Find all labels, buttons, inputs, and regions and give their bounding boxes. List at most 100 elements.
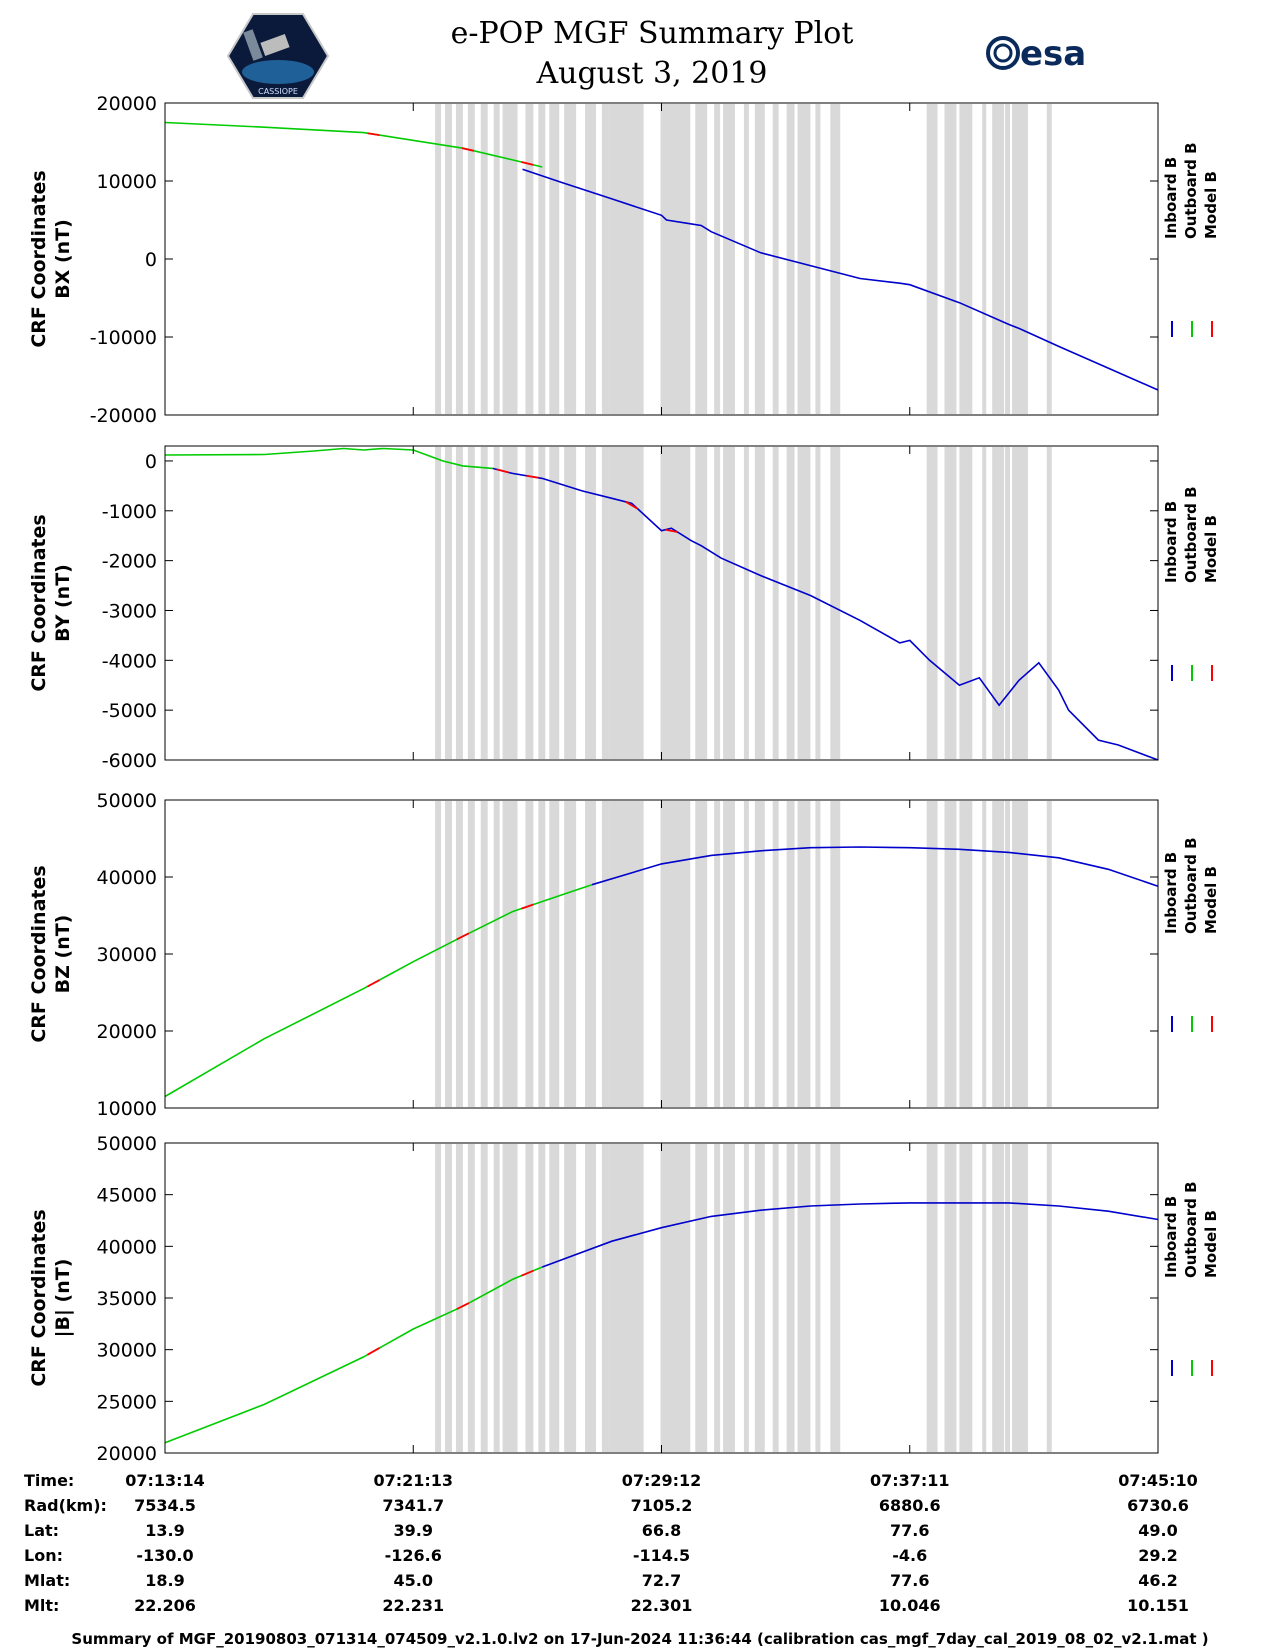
- data-gap-band: [1012, 1144, 1028, 1452]
- data-gap-band: [445, 1144, 452, 1452]
- data-gap-band: [435, 447, 442, 759]
- data-gap-band: [754, 447, 765, 759]
- data-gap-band: [467, 1144, 475, 1452]
- y-tick-label: 0: [145, 451, 157, 473]
- data-gap-band: [493, 1144, 500, 1452]
- info-value: 77.6: [890, 1521, 929, 1540]
- data-gap-band: [992, 801, 1005, 1107]
- data-gap-band: [538, 801, 546, 1107]
- data-gap-band: [926, 1144, 938, 1452]
- data-gap-band: [714, 1144, 721, 1452]
- data-gap-band: [609, 447, 644, 759]
- info-row-label: Lat:: [24, 1521, 59, 1540]
- model-b-segment: [521, 903, 534, 910]
- legend-label: Inboard B: [1162, 157, 1180, 239]
- data-gap-band: [502, 447, 518, 759]
- info-value: 6730.6: [1127, 1496, 1189, 1515]
- data-gap-band: [480, 447, 488, 759]
- model-b-segment: [461, 147, 475, 152]
- model-b-segment: [367, 132, 380, 137]
- model-b-segment: [625, 501, 639, 510]
- y-tick-label: 30000: [97, 944, 157, 966]
- data-gap-band: [959, 447, 973, 759]
- data-gap-band: [467, 801, 475, 1107]
- y-axis-label-line2: |B| (nT): [52, 1259, 74, 1338]
- y-axis-label-line2: BY (nT): [52, 564, 74, 642]
- data-gap-band: [714, 104, 721, 414]
- data-gap-band: [992, 447, 1005, 759]
- legend-label: Outboard B: [1182, 142, 1200, 239]
- y-tick-label: -20000: [90, 405, 157, 427]
- title-line1: e-POP MGF Summary Plot: [451, 16, 854, 51]
- data-gap-band: [992, 104, 1005, 414]
- y-tick-label: 20000: [97, 93, 157, 115]
- data-gap-band: [743, 801, 749, 1107]
- data-gap-band: [1012, 104, 1028, 414]
- y-tick-label: -6000: [102, 750, 157, 772]
- data-gap-band: [609, 801, 644, 1107]
- data-gap-band: [754, 801, 765, 1107]
- data-gap-band: [743, 1144, 749, 1452]
- data-gap-band: [772, 801, 779, 1107]
- data-gap-band: [772, 447, 779, 759]
- info-value: 13.9: [145, 1521, 184, 1540]
- data-gap-band: [695, 1144, 708, 1452]
- data-gap-band: [815, 801, 821, 1107]
- panel-b: 50000 45000 40000 35000 30000 25000 20000 CRF C…: [28, 1133, 1220, 1465]
- y-axis-label: CRF Coordinates |B| (nT): [28, 1209, 74, 1386]
- y-tick-label: -1000: [102, 501, 157, 523]
- data-gap-band: [549, 447, 560, 759]
- model-b-segment: [521, 161, 534, 166]
- data-gap-band: [815, 447, 821, 759]
- data-gap-band: [944, 1144, 957, 1452]
- data-gap-band: [435, 801, 442, 1107]
- info-value: 7105.2: [631, 1496, 693, 1515]
- y-tick-label: 35000: [97, 1288, 157, 1310]
- legend-label: Outboard B: [1182, 837, 1200, 934]
- outboard-b-line: [164, 883, 593, 1098]
- data-gap-band: [660, 104, 691, 414]
- model-b-segment: [496, 468, 509, 474]
- info-row-label: Time:: [24, 1471, 74, 1490]
- info-value: 18.9: [145, 1571, 184, 1590]
- data-gap-band: [944, 801, 957, 1107]
- data-gap-band: [660, 801, 691, 1107]
- cassiope-logo: CASSIOPE: [226, 13, 330, 99]
- data-gap-band: [601, 801, 610, 1107]
- data-gap-band: [992, 1144, 1005, 1452]
- y-axis-label-line1: CRF Coordinates: [28, 865, 50, 1042]
- info-row-label: Mlt:: [24, 1596, 59, 1615]
- data-gap-band: [1012, 447, 1028, 759]
- data-gap-band: [502, 104, 518, 414]
- data-gap-band: [480, 104, 488, 414]
- data-gap-band: [601, 104, 610, 414]
- data-gap-band: [723, 447, 735, 759]
- data-gap-band: [493, 801, 500, 1107]
- data-gap-band: [797, 447, 811, 759]
- esa-logo: esa: [986, 34, 1086, 74]
- info-row-label: Lon:: [24, 1546, 63, 1565]
- model-b-segment: [526, 474, 539, 479]
- data-gap-band: [926, 104, 938, 414]
- data-gap-band: [959, 104, 973, 414]
- data-gap-band: [435, 1144, 442, 1452]
- y-tick-label: 0: [145, 249, 157, 271]
- info-value: 45.0: [394, 1571, 433, 1590]
- y-tick-label: 30000: [97, 1340, 157, 1362]
- y-tick-label: 20000: [97, 1443, 157, 1465]
- data-gap-band: [564, 1144, 577, 1452]
- info-value: -126.6: [385, 1546, 442, 1565]
- data-gap-band: [585, 1144, 596, 1452]
- y-tick-label: -10000: [90, 327, 157, 349]
- data-gap-band: [723, 104, 735, 414]
- y-tick-label: 50000: [97, 790, 157, 812]
- info-value: -4.6: [892, 1546, 927, 1565]
- data-gap-band: [525, 1144, 534, 1452]
- panel-bz: 50000 40000 30000 20000 10000 CRF Coordinates…: [28, 790, 1220, 1120]
- legend-label: Outboard B: [1182, 486, 1200, 583]
- data-gap-band: [549, 1144, 560, 1452]
- legend-label: Model B: [1202, 171, 1220, 239]
- data-gap-band: [723, 1144, 735, 1452]
- data-gap-band: [549, 104, 560, 414]
